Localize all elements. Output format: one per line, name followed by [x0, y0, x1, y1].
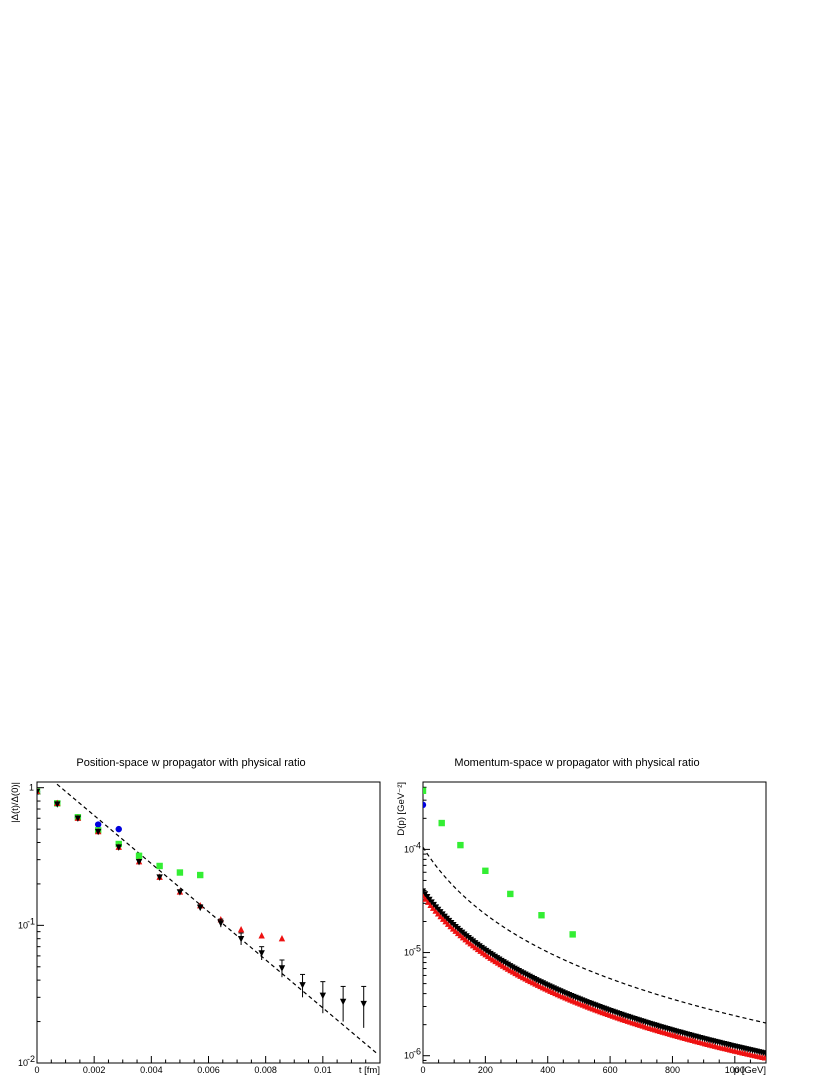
- y-tick-exponent: -6: [413, 1047, 421, 1057]
- y-tick-label: 10: [18, 1058, 28, 1068]
- fit-curve-path: [423, 846, 766, 1024]
- x-tick-label: 0.006: [197, 1065, 220, 1075]
- x-tick-label: 0.002: [83, 1065, 106, 1075]
- y-tick-exponent: -1: [27, 916, 35, 926]
- data-point: [197, 871, 204, 879]
- data-point: [197, 904, 204, 912]
- data-point: [278, 934, 286, 942]
- momentum-space-panel: Momentum-space w propagator with physica…: [396, 757, 767, 1075]
- data-markers: [37, 787, 367, 1028]
- data-point: [438, 819, 445, 827]
- chart-title: Momentum-space w propagator with physica…: [454, 757, 699, 769]
- x-tick-label: 1000: [725, 1065, 745, 1075]
- x-tick-label: 0: [420, 1065, 425, 1075]
- data-point: [135, 852, 143, 860]
- chart-title: Position-space w propagator with physica…: [76, 757, 305, 769]
- data-point: [434, 910, 441, 917]
- y-axis-label: D(p) [GeV⁻²]: [396, 782, 407, 836]
- data-point: [482, 867, 489, 875]
- data-point: [569, 931, 576, 938]
- y-axis-label: |Δ(t)/Δ(0)|: [10, 782, 21, 823]
- x-axis-label: t [fm]: [359, 1065, 380, 1075]
- data-point: [360, 1000, 367, 1008]
- data-point: [176, 869, 184, 876]
- data-point: [339, 998, 347, 1006]
- y-tick-label: 10: [18, 920, 28, 930]
- data-point: [538, 912, 545, 919]
- data-markers: [423, 787, 766, 1061]
- data-point: [258, 932, 265, 939]
- data-point: [135, 858, 143, 866]
- data-point: [761, 1054, 766, 1061]
- x-tick-label: 0: [34, 1065, 39, 1075]
- y-tick-label: 10: [404, 844, 414, 854]
- data-point: [115, 825, 122, 833]
- y-tick-exponent: -4: [413, 840, 421, 850]
- y-tick-exponent: -5: [413, 944, 421, 954]
- data-point: [437, 913, 444, 920]
- data-point: [156, 862, 163, 870]
- x-tick-label: 200: [478, 1065, 493, 1075]
- fit-line: [56, 783, 378, 1055]
- data-point: [423, 895, 429, 902]
- data-point: [94, 828, 102, 836]
- data-point: [54, 801, 61, 808]
- data-point: [507, 890, 514, 898]
- x-axis-label: p [GeV]: [734, 1065, 766, 1075]
- y-tick-label: 1: [29, 783, 34, 793]
- x-tick-label: 800: [665, 1065, 680, 1075]
- data-point: [258, 950, 265, 957]
- x-tick-label: 0.004: [140, 1065, 163, 1075]
- x-tick-label: 600: [603, 1065, 618, 1075]
- plot-frame: [36, 781, 381, 1064]
- data-point: [762, 1050, 766, 1057]
- data-point: [427, 901, 434, 908]
- data-point: [237, 935, 245, 943]
- fit-curve: [423, 846, 766, 1024]
- data-point: [74, 815, 82, 822]
- data-point: [217, 920, 224, 927]
- data-point: [423, 787, 427, 794]
- y-tick-label: 10: [404, 1051, 414, 1061]
- data-point: [278, 965, 286, 972]
- x-tick-label: 400: [540, 1065, 555, 1075]
- data-point: [423, 801, 427, 809]
- data-point: [439, 915, 446, 922]
- data-point: [237, 925, 245, 933]
- data-point: [424, 898, 431, 905]
- fit-line-path: [56, 783, 378, 1055]
- data-point: [432, 907, 439, 914]
- data-point: [429, 904, 436, 911]
- x-tick-label: 0.01: [314, 1065, 332, 1075]
- data-point: [94, 821, 102, 828]
- x-tick-label: 0.008: [254, 1065, 277, 1075]
- data-point: [457, 841, 464, 849]
- plot-frame: [422, 781, 767, 1064]
- y-tick-exponent: -2: [27, 1054, 35, 1064]
- data-point: [176, 889, 184, 896]
- data-point: [37, 788, 41, 796]
- y-tick-label: 10: [404, 948, 414, 958]
- data-point: [156, 874, 163, 881]
- data-point: [319, 992, 327, 1000]
- data-point: [299, 982, 306, 989]
- data-point: [115, 844, 122, 851]
- position-space-panel: Position-space w propagator with physica…: [10, 757, 381, 1075]
